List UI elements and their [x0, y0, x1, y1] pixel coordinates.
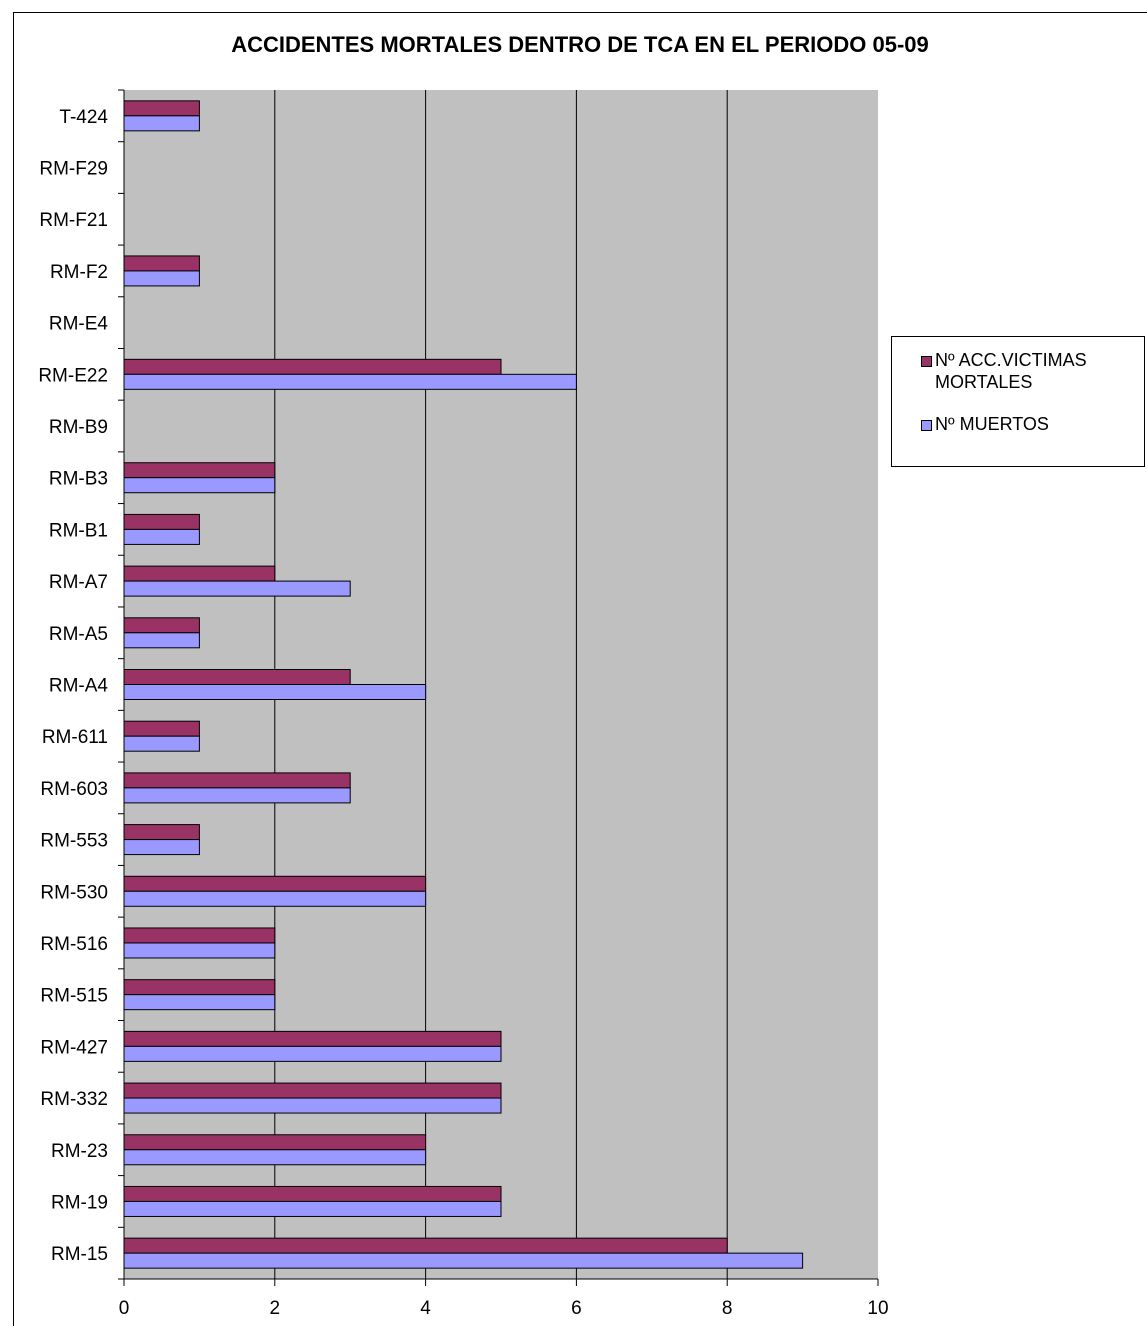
x-tick-label: 6 — [571, 1298, 582, 1319]
bar — [123, 1134, 427, 1151]
category-label: RM-15 — [51, 1244, 108, 1265]
bar — [123, 580, 351, 597]
bar — [123, 927, 276, 944]
bar — [123, 270, 200, 287]
legend-label-muertos-line1: Nº MUERTOS — [935, 414, 1049, 434]
legend-label-muertos: Nº MUERTOS — [935, 413, 1049, 435]
category-label: RM-603 — [40, 779, 108, 800]
legend-label-acc-victimas-line2: MORTALES — [935, 372, 1033, 392]
bar — [123, 720, 200, 737]
category-label: RM-332 — [40, 1089, 108, 1110]
bar — [123, 1252, 804, 1269]
legend-label-acc-victimas: Nº ACC.VICTIMAS MORTALES — [935, 349, 1087, 393]
bar — [123, 115, 200, 132]
x-tick-label: 8 — [722, 1298, 733, 1319]
legend-swatch-muertos — [921, 420, 932, 431]
grid-lines — [274, 90, 728, 1279]
bar — [123, 477, 276, 494]
bar — [123, 528, 200, 545]
category-label: RM-A5 — [49, 624, 108, 645]
category-label: RM-23 — [51, 1141, 108, 1162]
chart-title: ACCIDENTES MORTALES DENTRO DE TCA EN EL … — [231, 32, 929, 57]
bar — [123, 255, 200, 272]
bars — [123, 100, 804, 1269]
category-label: RM-516 — [40, 934, 108, 955]
x-tick-label: 0 — [119, 1298, 130, 1319]
bar — [123, 839, 200, 856]
legend-swatch-acc-victimas — [921, 356, 932, 367]
category-label: RM-553 — [40, 831, 108, 852]
category-label: RM-611 — [42, 727, 108, 748]
bar — [123, 513, 200, 530]
bar — [123, 632, 200, 649]
bar — [123, 1082, 502, 1099]
bar — [123, 1149, 427, 1166]
bar — [123, 787, 351, 804]
x-tick-label: 10 — [867, 1298, 888, 1319]
bar — [123, 669, 351, 685]
bar — [123, 1237, 728, 1254]
category-label: RM-B9 — [49, 417, 108, 438]
bar — [123, 1200, 502, 1217]
bar — [123, 100, 200, 117]
category-label: T-424 — [59, 107, 108, 128]
category-label: RM-F2 — [50, 262, 108, 283]
legend: Nº ACC.VICTIMAS MORTALES Nº MUERTOS — [891, 336, 1145, 467]
category-label: RM-19 — [51, 1192, 108, 1213]
bar — [123, 1097, 502, 1114]
category-label: RM-B1 — [49, 520, 108, 541]
bar — [123, 942, 276, 959]
bar — [123, 979, 276, 996]
bar — [123, 565, 276, 582]
category-label: RM-530 — [40, 882, 108, 903]
bar — [123, 824, 200, 841]
bar — [123, 1185, 502, 1202]
category-label: RM-427 — [40, 1037, 108, 1058]
bar — [123, 772, 351, 789]
category-label: RM-515 — [40, 986, 108, 1007]
category-label: RM-F29 — [39, 159, 108, 180]
bar — [123, 684, 427, 700]
bar — [123, 1030, 502, 1047]
bar — [123, 735, 200, 752]
x-tick-labels: 0 2 4 6 8 10 — [119, 1298, 889, 1319]
bar — [123, 875, 427, 892]
category-label: RM-A7 — [49, 572, 108, 593]
legend-label-acc-victimas-line1: Nº ACC.VICTIMAS — [935, 350, 1087, 370]
bar — [123, 358, 502, 375]
bar — [123, 890, 427, 907]
bar — [123, 462, 276, 479]
x-tick-label: 2 — [270, 1298, 281, 1319]
bar — [123, 994, 276, 1011]
bar — [123, 617, 200, 634]
category-labels: T-424 RM-F29 RM-F21 RM-F2 RM-E4 RM-E22 RM-B9 RM… — [38, 107, 108, 1265]
bar — [123, 1045, 502, 1062]
bar — [123, 373, 577, 390]
chart-frame — [13, 12, 1147, 1326]
category-label: RM-E4 — [49, 314, 109, 335]
category-label: RM-F21 — [39, 210, 108, 231]
category-label: RM-A4 — [49, 676, 109, 697]
x-tick-label: 4 — [420, 1298, 431, 1319]
category-label: RM-B3 — [49, 469, 108, 490]
axes — [118, 89, 879, 1286]
category-label: RM-E22 — [38, 365, 108, 386]
